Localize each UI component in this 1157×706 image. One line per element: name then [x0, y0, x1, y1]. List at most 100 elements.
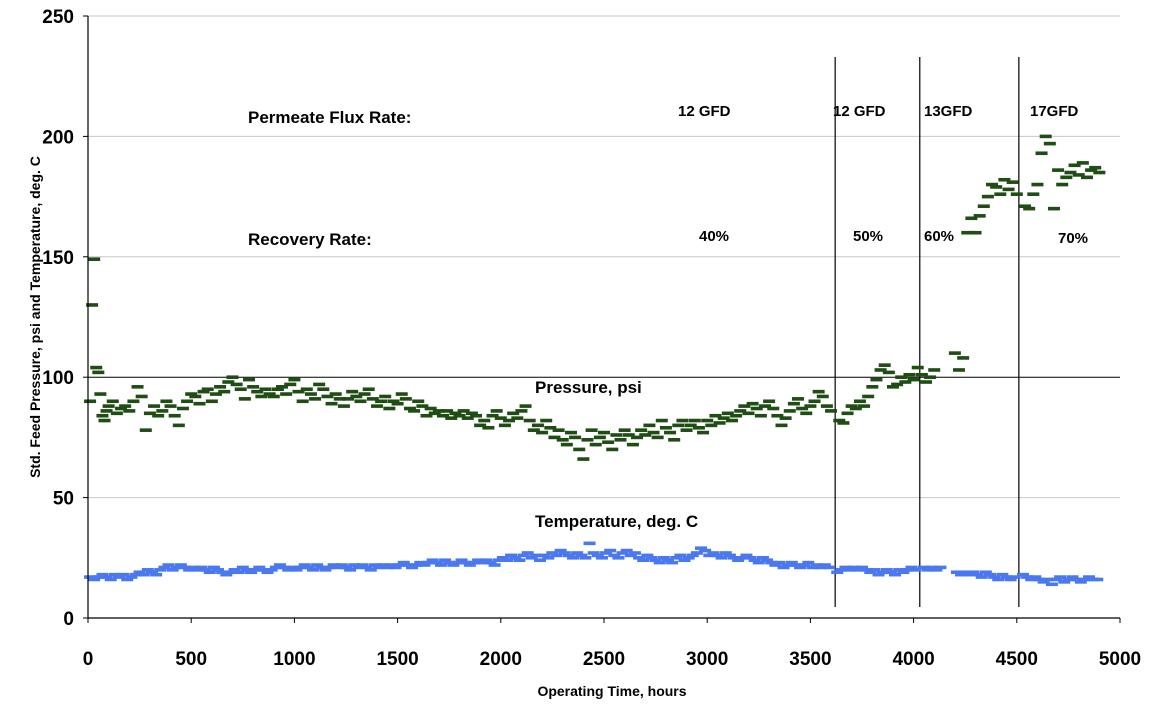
temperature-point: [661, 558, 674, 563]
pressure-point: [651, 435, 664, 440]
temperature-point: [393, 563, 406, 567]
pressure-point: [123, 409, 136, 413]
pressure-point: [189, 394, 202, 399]
temperature-point: [872, 572, 885, 577]
pressure-point: [614, 438, 627, 442]
pressure-point: [503, 418, 516, 423]
temperature-point: [905, 565, 918, 570]
pressure-point: [668, 438, 681, 442]
temperature-point: [207, 565, 220, 570]
temperature-point: [414, 560, 427, 565]
pressure-point: [981, 194, 994, 199]
pressure-point: [160, 399, 173, 404]
pressure-point: [329, 392, 342, 396]
pressure-point: [84, 399, 97, 404]
pressure-point: [230, 382, 243, 387]
pressure-point: [527, 428, 540, 432]
temperature-point: [1004, 577, 1017, 582]
y-axis-title: Std. Feed Pressure, psi and Temperature,…: [27, 156, 43, 478]
temperature-point: [736, 556, 749, 560]
pressure-point: [816, 394, 829, 399]
temperature-point: [909, 568, 922, 572]
temperature-point: [360, 565, 373, 570]
temperature-point: [389, 565, 402, 570]
pressure-point: [1052, 168, 1065, 172]
pressure-point: [977, 204, 990, 209]
pressure-point: [659, 425, 672, 430]
pressure-point: [238, 397, 251, 401]
pressure-point: [911, 365, 924, 370]
temperature-point: [715, 556, 728, 560]
temperature-point: [624, 553, 637, 558]
pressure-point: [585, 428, 598, 432]
pressure-point: [895, 375, 908, 379]
pressure-point: [337, 404, 350, 408]
pressure-point: [391, 401, 404, 406]
temperature-point: [1000, 575, 1013, 579]
temperature-point: [141, 568, 154, 572]
pressure-point: [276, 385, 289, 389]
pressure-point: [1039, 134, 1052, 139]
temperature-point: [1045, 582, 1058, 587]
x-tick-label-5000: 5000: [1099, 649, 1141, 670]
recovery-value-phase2: 50%: [853, 228, 883, 245]
temperature-point: [876, 570, 889, 575]
pressure-series-label: Pressure, psi: [535, 378, 642, 397]
x-tick-label-4000: 4000: [892, 649, 934, 670]
temperature-point: [121, 577, 134, 582]
temperature-point: [550, 553, 563, 558]
pressure-point: [1056, 182, 1069, 187]
temperature-point: [674, 553, 687, 558]
temperature-point: [92, 575, 105, 579]
temperature-point: [1041, 577, 1054, 582]
pressure-point: [618, 428, 631, 432]
pressure-point: [325, 401, 338, 406]
pressure-point: [664, 430, 677, 435]
temperature-point: [422, 560, 435, 565]
pressure-point: [730, 413, 743, 418]
temperature-point: [843, 568, 856, 572]
pressure-point: [841, 411, 854, 416]
temperature-point: [571, 551, 584, 555]
temperature-point: [137, 572, 150, 577]
pressure-point: [515, 409, 528, 413]
pressure-point: [631, 435, 644, 440]
pressure-point: [536, 430, 549, 435]
temperature-point: [562, 553, 575, 558]
temperature-point: [971, 572, 984, 577]
pressure-point: [280, 392, 293, 396]
temperature-point: [798, 563, 811, 567]
pressure-point: [986, 182, 999, 187]
temperature-point: [922, 568, 935, 572]
pressure-point: [556, 438, 569, 442]
pressure-point: [358, 392, 371, 396]
pressure-point: [135, 394, 148, 399]
temperature-point: [546, 551, 559, 555]
temperature-point: [368, 563, 381, 567]
temperature-point: [633, 556, 646, 560]
temperature-point: [835, 568, 848, 572]
pressure-point: [482, 425, 495, 430]
temperature-point: [335, 563, 348, 567]
temperature-point: [352, 565, 365, 570]
temperature-point: [847, 565, 860, 570]
pressure-point: [296, 399, 309, 404]
temperature-point: [245, 570, 258, 575]
temperature-point: [492, 558, 505, 563]
pressure-point: [1002, 187, 1015, 192]
pressure-point: [457, 409, 470, 413]
temperature-point: [690, 551, 703, 555]
pressure-point: [271, 387, 284, 392]
temperature-point: [897, 570, 910, 575]
temperature-point: [542, 556, 555, 560]
temperature-point: [500, 558, 513, 563]
temperature-point: [711, 553, 724, 558]
temperature-point: [1091, 577, 1104, 582]
pressure-point: [1076, 161, 1089, 165]
pressure-point: [919, 380, 932, 384]
temperature-point: [447, 563, 460, 567]
pressure-point: [672, 423, 685, 428]
pressure-point: [560, 442, 573, 447]
pressure-point: [309, 397, 322, 401]
